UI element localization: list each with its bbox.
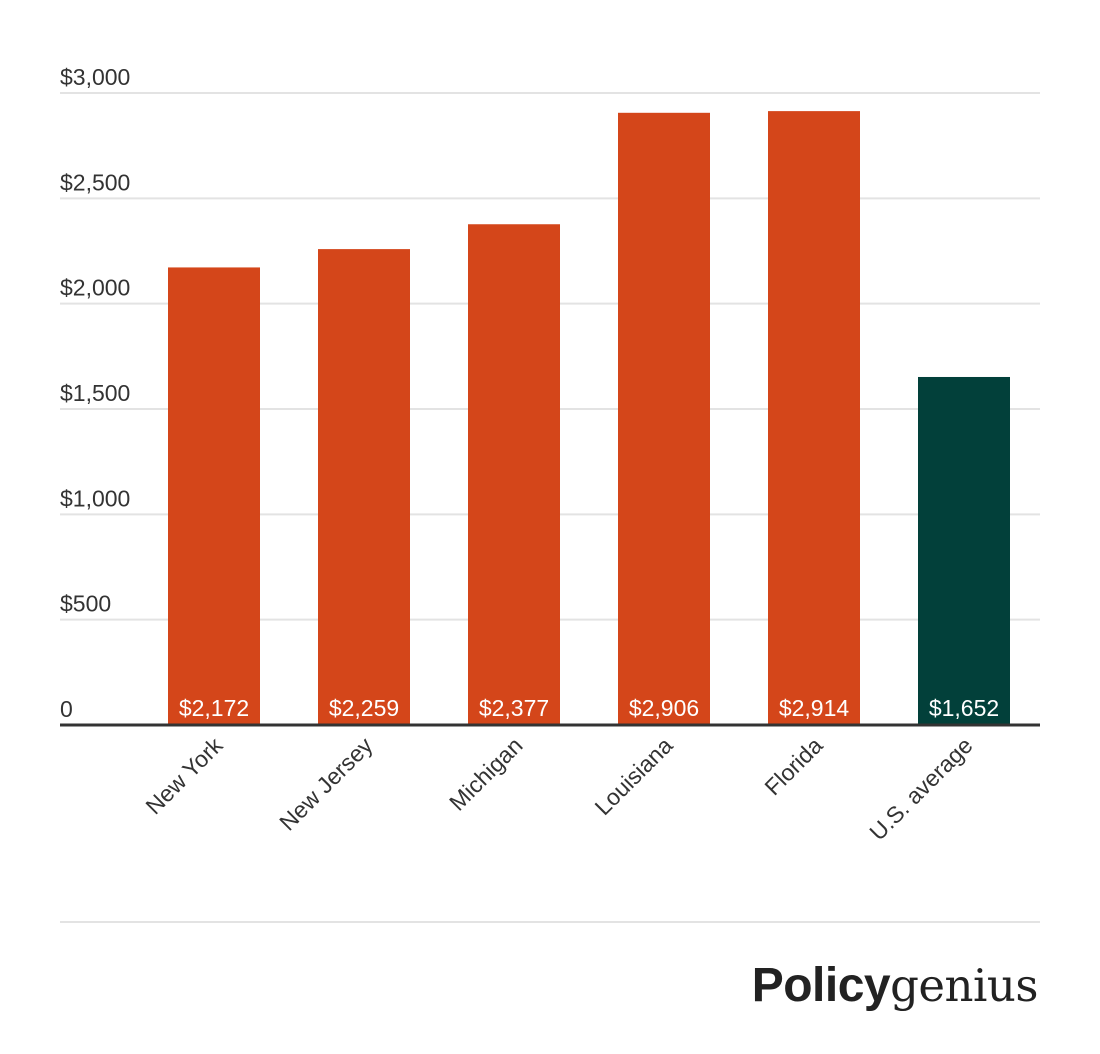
y-tick-label: $1,500: [60, 380, 130, 406]
logo-light-text: genius: [890, 959, 1038, 1012]
data-label: $2,172: [179, 695, 249, 721]
bar: [768, 111, 860, 726]
category-label: New York: [140, 732, 227, 819]
y-tick-label: 0: [60, 696, 73, 722]
data-labels: $2,172 $2,259 $2,377 $2,906 $2,914 $1,652: [179, 695, 999, 721]
y-tick-label: $2,500: [60, 169, 130, 195]
data-label: $2,914: [779, 695, 850, 721]
bar: [618, 112, 710, 725]
policygenius-logo: Policygenius: [751, 958, 1039, 1013]
bar: [168, 267, 260, 725]
y-tick-label: $3,000: [60, 64, 130, 90]
category-labels: New York New Jersey Michigan Louisiana Flori…: [140, 732, 977, 846]
category-label: New Jersey: [274, 732, 378, 836]
footer-divider: [60, 921, 1040, 923]
bar-chart: 0 $500 $1,000 $1,500 $2,000 $2,500 $3,000 $2,1…: [60, 64, 1040, 846]
y-axis-ticks: 0 $500 $1,000 $1,500 $2,000 $2,500 $3,000: [60, 64, 130, 722]
bar: [918, 376, 1010, 725]
category-label: Louisiana: [590, 732, 678, 820]
y-tick-label: $2,000: [60, 275, 130, 301]
bar: [468, 224, 560, 725]
logo-bold-text: Policy: [751, 959, 891, 1012]
data-label: $2,906: [629, 695, 699, 721]
data-label: $1,652: [929, 695, 999, 721]
data-label: $2,377: [479, 695, 549, 721]
y-tick-label: $500: [60, 591, 111, 617]
y-tick-label: $1,000: [60, 485, 130, 511]
category-label: U.S. average: [864, 732, 977, 845]
category-label: Florida: [759, 732, 827, 800]
category-label: Michigan: [444, 732, 527, 815]
bars: [168, 111, 1010, 726]
bar: [318, 249, 410, 725]
data-label: $2,259: [329, 695, 399, 721]
